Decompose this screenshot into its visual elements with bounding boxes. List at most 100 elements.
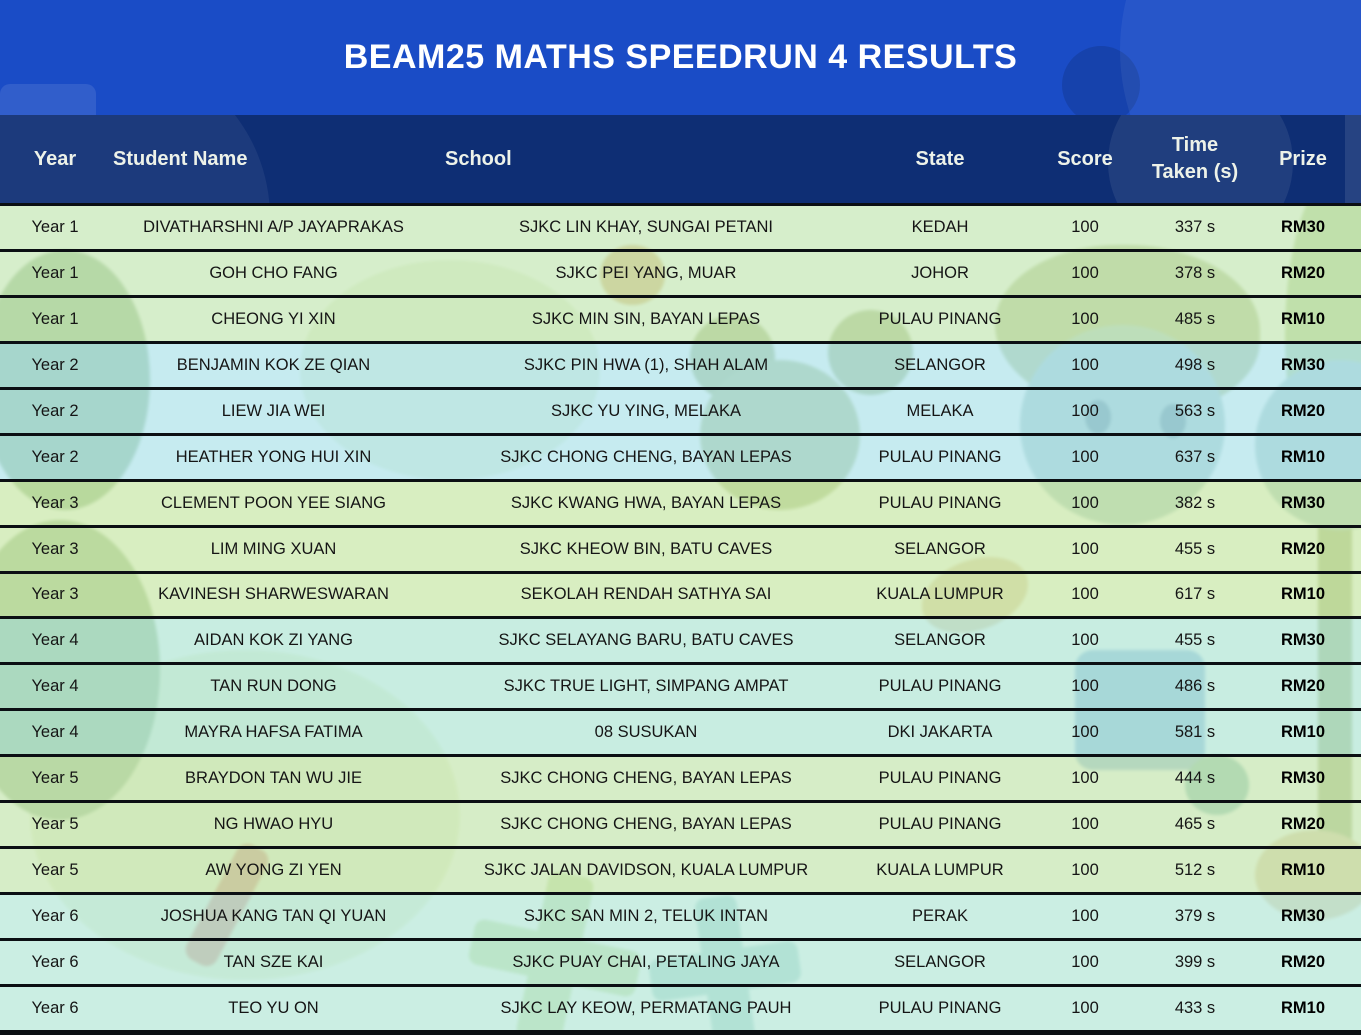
cell-state: JOHOR [911,263,969,282]
cell-name: HEATHER YONG HUI XIN [175,447,372,466]
column-header-prize: Prize [1279,147,1327,170]
cell-state: PULAU PINANG [878,998,1002,1017]
cell-school: SJKC LAY KEOW, PERMATANG PAUH [500,998,792,1017]
column-header-school: School [445,147,512,170]
cell-time: 486 s [1174,677,1216,696]
cell-name: GOH CHO FANG [209,263,338,282]
cell-score: 100 [1071,861,1099,880]
cell-prize: RM20 [1280,815,1325,834]
cell-prize: RM10 [1280,998,1325,1017]
table-row: Year 4 MAYRA HAFSA FATIMA 08 SUSUKAN DKI JA… [0,708,1361,755]
cell-prize: RM30 [1280,493,1325,512]
cell-prize: RM20 [1280,263,1325,282]
cell-name: CHEONG YI XIN [211,309,336,328]
cell-school: SJKC KWANG HWA, BAYAN LEPAS [510,493,782,512]
cell-prize: RM10 [1280,447,1325,466]
cell-prize: RM30 [1280,769,1325,788]
table-row: Year 6 JOSHUA KANG TAN QI YUAN SJKC SAN MI… [0,892,1361,938]
cell-school: SJKC KHEOW BIN, BATU CAVES [519,539,773,558]
table-header: Year Student Name School State Score Time Tak… [0,115,1361,203]
cell-score: 100 [1071,401,1099,420]
cell-prize: RM30 [1280,355,1325,374]
cell-state: SELANGOR [894,631,986,650]
cell-prize: RM20 [1280,952,1325,971]
cell-name: NG HWAO HYU [213,815,334,834]
table-row: Year 1 CHEONG YI XIN SJKC MIN SIN, BAYAN L… [0,294,1361,341]
results-table: Year 1 DIVATHARSHNI A/P JAYAPRAKAS SJKC LI… [0,203,1361,1035]
cell-prize: RM30 [1280,631,1325,650]
cell-year: Year 3 [31,539,79,558]
cell-name: LIM MING XUAN [210,539,337,558]
cell-school: SJKC PUAY CHAI, PETALING JAYA [512,952,780,971]
table-row: Year 1 GOH CHO FANG SJKC PEI YANG, MUAR JOH… [0,248,1361,295]
cell-score: 100 [1071,263,1099,282]
cell-time: 378 s [1174,263,1216,282]
cell-time: 498 s [1174,355,1216,374]
cell-year: Year 1 [31,309,79,328]
cell-state: SELANGOR [894,539,986,558]
banner-deco-shape [1062,46,1140,115]
cell-prize: RM30 [1280,907,1325,926]
cell-time: 444 s [1174,769,1216,788]
column-header-name: Student Name [113,147,248,170]
table-row: Year 6 TEO YU ON SJKC LAY KEOW, PERMATANG … [0,983,1361,1030]
cell-year: Year 5 [31,861,79,880]
table-row: Year 3 KAVINESH SHARWESWARAN SEKOLAH RENDA… [0,570,1361,617]
cell-time: 563 s [1174,401,1216,420]
cell-school: 08 SUSUKAN [594,723,698,742]
column-header-state: State [915,147,965,170]
cell-prize: RM30 [1280,217,1325,236]
table-row: Year 4 AIDAN KOK ZI YANG SJKC SELAYANG BAR… [0,616,1361,663]
cell-year: Year 5 [31,815,79,834]
table-row: Year 3 CLEMENT POON YEE SIANG SJKC KWANG H… [0,478,1361,525]
cell-school: SJKC MIN SIN, BAYAN LEPAS [531,309,761,328]
cell-prize: RM10 [1280,309,1325,328]
cell-state: DKI JAKARTA [887,723,993,742]
column-header-score: Score [1057,147,1113,170]
title-banner: BEAM25 MATHS SPEEDRUN 4 RESULTS [0,0,1361,115]
cell-year: Year 2 [31,401,79,420]
cell-name: TAN RUN DONG [210,677,337,696]
cell-score: 100 [1071,723,1099,742]
cell-score: 100 [1071,631,1099,650]
table-row: Year 6 TAN SZE KAI SJKC PUAY CHAI, PETALIN… [0,938,1361,984]
cell-state: SELANGOR [894,952,986,971]
cell-year: Year 1 [31,217,79,236]
header-deco-circle [0,115,270,203]
cell-state: PULAU PINANG [878,309,1002,328]
cell-name: AW YONG ZI YEN [205,861,342,880]
cell-time: 485 s [1174,309,1216,328]
cell-time: 581 s [1174,723,1216,742]
cell-state: SELANGOR [894,355,986,374]
table-row: Year 2 LIEW JIA WEI SJKC YU YING, MELAKA ME… [0,386,1361,433]
cell-school: SEKOLAH RENDAH SATHYA SAI [520,585,772,604]
cell-name: CLEMENT POON YEE SIANG [161,493,386,512]
cell-school: SJKC CHONG CHENG, BAYAN LEPAS [500,447,792,466]
table-row: Year 3 LIM MING XUAN SJKC KHEOW BIN, BATU … [0,524,1361,571]
cell-time: 455 s [1174,631,1216,650]
cell-year: Year 6 [31,952,79,971]
cell-name: BENJAMIN KOK ZE QIAN [176,355,371,374]
cell-state: PULAU PINANG [878,677,1002,696]
cell-time: 382 s [1174,493,1216,512]
cell-school: SJKC CHONG CHENG, BAYAN LEPAS [500,769,792,788]
cell-school: SJKC YU YING, MELAKA [550,401,742,420]
cell-prize: RM10 [1280,723,1325,742]
banner-deco-shape [1120,0,1361,115]
cell-score: 100 [1071,355,1099,374]
cell-prize: RM10 [1280,861,1325,880]
cell-time: 455 s [1174,539,1216,558]
cell-year: Year 3 [31,585,79,604]
header-deco-strip [1345,115,1361,203]
cell-school: SJKC JALAN DAVIDSON, KUALA LUMPUR [483,861,809,880]
cell-name: JOSHUA KANG TAN QI YUAN [160,907,387,926]
table-row: Year 5 BRAYDON TAN WU JIE SJKC CHONG CHENG… [0,754,1361,801]
cell-score: 100 [1071,309,1099,328]
cell-year: Year 2 [31,447,79,466]
table-row: Year 2 HEATHER YONG HUI XIN SJKC CHONG CHE… [0,432,1361,479]
table-row: Year 5 NG HWAO HYU SJKC CHONG CHENG, BAYAN… [0,800,1361,847]
cell-time: 617 s [1174,585,1216,604]
cell-state: KEDAH [911,217,969,236]
column-header-time: Time Taken (s) [1151,134,1239,183]
cell-school: SJKC PEI YANG, MUAR [555,263,737,282]
